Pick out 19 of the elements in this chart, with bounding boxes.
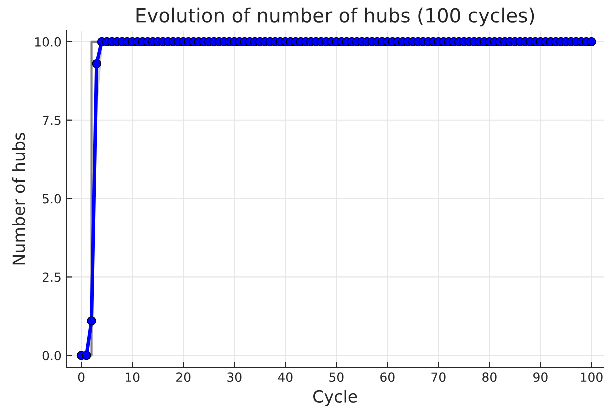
x-tick-label: 50 [330, 372, 344, 382]
y-tick-label: 2.5 [42, 272, 61, 282]
x-tick-label: 40 [278, 372, 293, 382]
x-tick-label: 80 [482, 372, 497, 382]
x-axis-title: Cycle [314, 390, 358, 406]
x-tick-label: 60 [380, 372, 395, 382]
x-tick-label: 70 [432, 372, 446, 382]
x-tick-label: 100 [581, 372, 603, 382]
x-tick-label: 0 [78, 372, 85, 382]
y-tick-label: 10.0 [35, 37, 62, 47]
y-tick-label: 0.0 [42, 351, 62, 361]
x-tick-label: 90 [534, 372, 548, 382]
y-tick-label: 5.0 [42, 194, 62, 204]
y-tick-label: 7.5 [43, 116, 61, 126]
chart-title: Evolution of number of hubs (100 cycles) [136, 8, 534, 27]
x-tick-label: 30 [228, 372, 242, 382]
y-axis-title: Number of hubs [12, 133, 26, 265]
x-tick-label: 20 [176, 372, 191, 382]
x-tick-label: 10 [126, 372, 140, 382]
